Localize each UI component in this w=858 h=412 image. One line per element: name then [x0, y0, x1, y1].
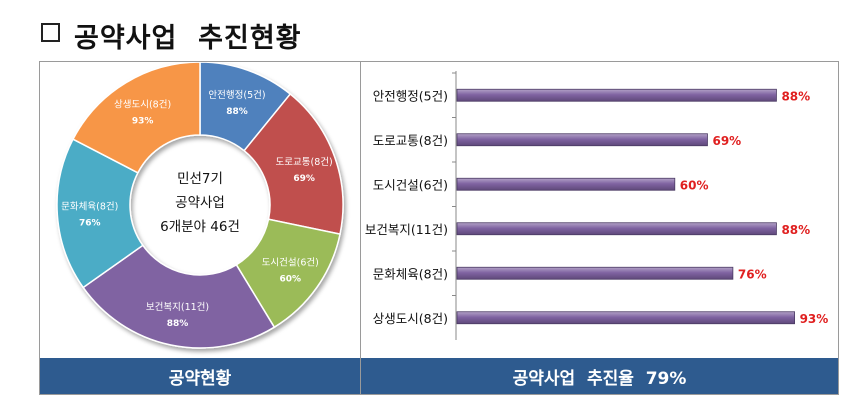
donut-slice-value-0: 88%: [226, 107, 248, 117]
bar-chart: 안전행정(5건) 88% 도로교통(8건) 69% 도시건설(6건) 60% 보건복지(11…: [365, 71, 829, 340]
bar-0: [456, 88, 777, 102]
donut-slice-value-4: 76%: [79, 219, 101, 229]
left-footer-label: 공약현황: [40, 358, 360, 394]
donut-chart-panel: 안전행정(5건) 88% 도로교통(8건) 69% 도시건설(6건) 60% 보건복지(11…: [40, 61, 360, 357]
donut-slice-value-3: 88%: [167, 319, 189, 329]
content-frame: [39, 61, 839, 395]
donut-slice-value-2: 60%: [280, 275, 302, 285]
donut-slice-5: [72, 61, 201, 174]
donut-center-text-1: 공약사업: [175, 195, 225, 211]
donut-slice-label-2: 도시건설(6건): [262, 258, 319, 269]
donut-slice-label-3: 보건복지(11건): [146, 302, 209, 313]
bar-value-label-3: 88%: [781, 223, 810, 237]
bar-category-label-5: 상생도시(8건): [373, 311, 448, 326]
bar-value-label-4: 76%: [738, 267, 767, 281]
bar-value-label-2: 60%: [680, 178, 709, 192]
donut-slice-label-5: 상생도시(8건): [114, 100, 171, 111]
donut-chart: 안전행정(5건) 88% 도로교통(8건) 69% 도시건설(6건) 60% 보건복지(11…: [56, 61, 344, 349]
bar-4: [456, 266, 734, 280]
bar-chart-panel: 안전행정(5건) 88% 도로교통(8건) 69% 도시건설(6건) 60% 보건복지(11…: [361, 62, 838, 357]
bar-value-label-0: 88%: [781, 89, 810, 103]
donut-center-text-0: 민선7기: [177, 171, 223, 187]
donut-slice-4: [56, 138, 144, 289]
donut-slice-label-0: 안전행정(5건): [208, 89, 265, 101]
donut-slice-value-1: 69%: [293, 174, 315, 184]
bar-value-label-1: 69%: [712, 134, 741, 148]
bar-2: [456, 177, 676, 191]
bar-category-label-0: 안전행정(5건): [373, 88, 448, 103]
right-footer-label: 공약사업 추진율 79%: [361, 358, 838, 394]
donut-center-text-2: 6개분야 46건: [160, 219, 240, 235]
donut-slice-label-4: 문화체육(8건): [61, 202, 118, 213]
panel-divider: [360, 61, 361, 395]
donut-slice-label-1: 도로교통(8건): [276, 157, 333, 168]
bar-3: [456, 222, 777, 236]
bar-category-label-3: 보건복지(11건): [365, 222, 448, 237]
bar-category-label-4: 문화체육(8건): [373, 266, 448, 281]
donut-slice-1: [243, 93, 344, 235]
page-title: 공약사업 추진현황: [74, 23, 302, 54]
bar-value-label-5: 93%: [800, 312, 829, 326]
title-checkbox-icon: [41, 23, 60, 42]
donut-slice-3: [82, 244, 276, 349]
bar-category-label-1: 도로교통(8건): [373, 133, 448, 148]
bar-category-label-2: 도시건설(6건): [373, 177, 448, 192]
donut-slice-value-5: 93%: [132, 117, 154, 127]
bar-1: [456, 133, 708, 147]
bar-5: [456, 311, 795, 325]
